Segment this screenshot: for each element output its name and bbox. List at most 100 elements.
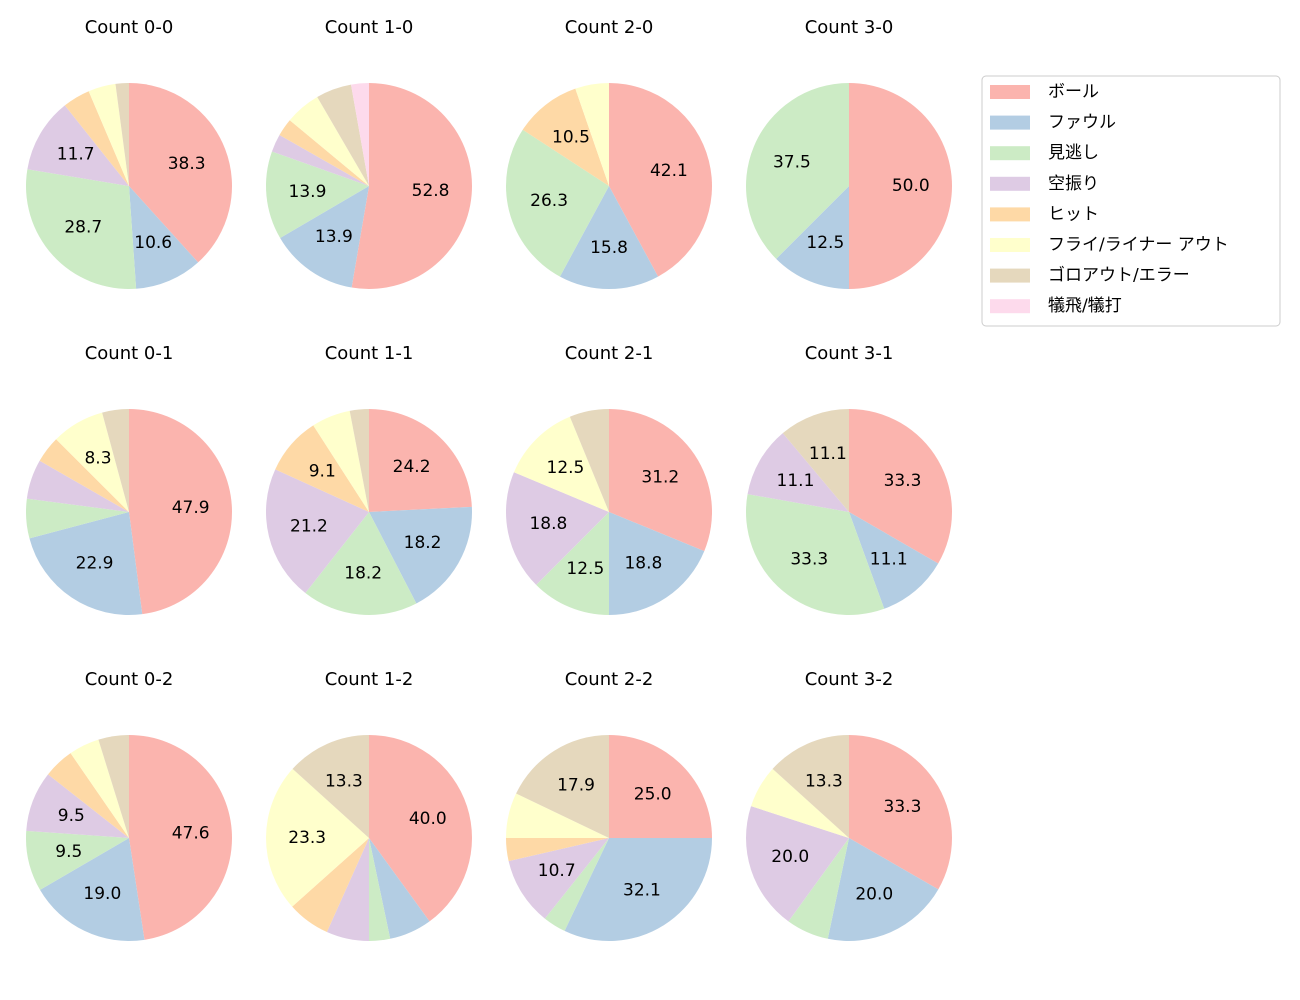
value-label: 28.7 — [64, 218, 102, 238]
legend-label: ファウル — [1048, 113, 1116, 133]
chart-title: Count 2-0 — [565, 17, 654, 38]
value-label: 40.0 — [409, 809, 447, 829]
chart-title: Count 1-1 — [325, 343, 414, 364]
pie-slice — [544, 838, 609, 931]
pie-slice — [275, 425, 369, 512]
pie-slice — [25, 498, 129, 539]
chart-title: Count 1-2 — [325, 669, 414, 690]
legend-swatch — [990, 238, 1030, 252]
pie-slice — [369, 735, 473, 922]
value-label: 22.9 — [76, 553, 114, 573]
value-label: 20.0 — [771, 847, 809, 867]
pie-slice — [506, 472, 609, 585]
chart-title: Count 0-1 — [85, 343, 174, 364]
pie-slice — [746, 806, 849, 922]
pie-slice — [39, 439, 129, 512]
pie-slice — [70, 739, 129, 838]
value-label: 31.2 — [641, 468, 679, 488]
pie-slice — [292, 735, 369, 838]
pie-slice — [29, 512, 143, 615]
pie-slice — [265, 469, 369, 593]
value-label: 23.3 — [288, 828, 326, 848]
value-label: 18.2 — [404, 533, 442, 553]
pie-slice — [575, 83, 609, 186]
value-label: 15.8 — [590, 238, 628, 258]
pie-slice — [317, 84, 369, 186]
value-label: 17.9 — [557, 776, 595, 796]
pie-slice — [279, 120, 369, 186]
pie-slice — [569, 409, 609, 512]
value-label: 19.0 — [83, 884, 121, 904]
legend-label: ヒット — [1048, 204, 1099, 224]
legend-label: 見逃し — [1048, 143, 1099, 163]
value-label: 13.9 — [315, 227, 353, 247]
pie-slice — [746, 494, 885, 615]
pie-slice — [129, 83, 233, 263]
pie-slice — [88, 83, 129, 186]
pie-slice — [129, 186, 199, 289]
pie-slice — [849, 512, 939, 609]
pie-slice — [102, 409, 129, 512]
chart-title: Count 2-2 — [565, 669, 654, 690]
value-label: 8.3 — [84, 449, 111, 469]
pie-slice — [751, 768, 849, 838]
pie-slice — [326, 838, 369, 941]
pie-slice — [508, 838, 609, 919]
value-label: 18.2 — [344, 564, 382, 584]
value-label: 9.5 — [55, 842, 82, 862]
pie-slice — [26, 169, 137, 289]
value-label: 25.0 — [634, 784, 672, 804]
value-label: 42.1 — [650, 161, 688, 181]
pie-slice — [772, 735, 849, 838]
value-label: 33.3 — [884, 797, 922, 817]
legend-label: フライ/ライナー アウト — [1048, 235, 1229, 255]
value-label: 52.8 — [412, 181, 450, 201]
pie-slice — [609, 735, 712, 838]
legend-label: 空振り — [1048, 174, 1099, 194]
chart-title: Count 1-0 — [325, 17, 414, 38]
pie-slice — [292, 838, 369, 933]
value-label: 24.2 — [393, 457, 431, 477]
pie-slice — [788, 838, 849, 939]
value-label: 10.7 — [538, 861, 576, 881]
chart-title: Count 0-0 — [85, 17, 174, 38]
value-label: 50.0 — [892, 176, 930, 196]
pie-slice — [746, 83, 849, 259]
value-label: 12.5 — [806, 233, 844, 253]
pie-slice — [26, 774, 130, 838]
pie-slice — [26, 830, 129, 890]
pie-slice — [369, 838, 430, 939]
legend-swatch — [990, 299, 1030, 314]
legend-label: ボール — [1048, 82, 1099, 102]
value-label: 13.9 — [289, 182, 327, 202]
legend-swatch — [990, 207, 1030, 222]
value-label: 18.8 — [529, 514, 567, 534]
legend-box — [981, 75, 1281, 327]
pie-slice — [313, 410, 369, 512]
value-label: 47.6 — [172, 823, 210, 843]
pie-slice — [513, 416, 609, 512]
pie-slice — [115, 83, 129, 186]
chart-title: Count 3-2 — [805, 669, 894, 690]
value-label: 13.3 — [325, 772, 363, 792]
pie-slice — [129, 735, 232, 940]
chart-title: Count 3-0 — [805, 17, 894, 38]
value-label: 47.9 — [172, 498, 210, 518]
chart-title: Count 2-1 — [565, 343, 654, 364]
chart-title: Count 0-2 — [85, 669, 174, 690]
pie-slice — [609, 512, 705, 615]
pie-slice — [271, 135, 369, 186]
legend-label: ゴロアウト/エラー — [1048, 265, 1190, 286]
value-label: 13.3 — [805, 772, 843, 792]
value-label: 33.3 — [884, 471, 922, 491]
pie-slice — [266, 151, 369, 239]
pie-slice — [98, 735, 129, 838]
pie-slice — [849, 83, 952, 289]
pie-slice — [516, 735, 609, 838]
value-label: 33.3 — [790, 549, 828, 569]
legend-swatch — [990, 85, 1030, 99]
value-label: 10.5 — [552, 127, 590, 147]
chart-title: Count 3-1 — [805, 343, 894, 364]
pie-slice — [266, 768, 369, 907]
value-label: 12.5 — [547, 458, 585, 478]
